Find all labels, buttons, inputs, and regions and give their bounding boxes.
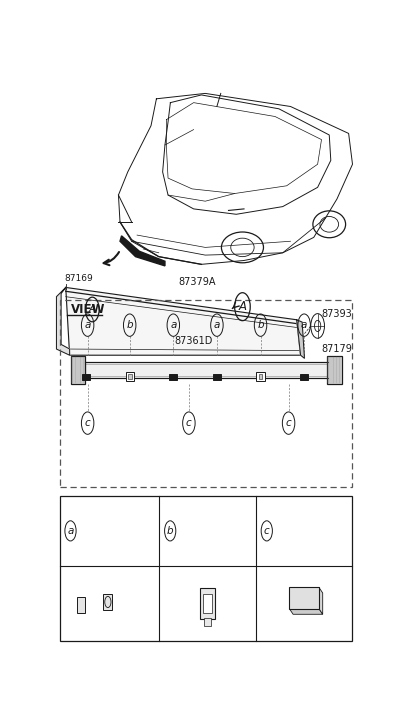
FancyBboxPatch shape <box>202 594 211 614</box>
Text: c: c <box>263 526 269 536</box>
FancyBboxPatch shape <box>258 374 262 379</box>
FancyBboxPatch shape <box>126 372 134 381</box>
FancyBboxPatch shape <box>77 598 85 613</box>
Text: b: b <box>257 320 263 330</box>
Text: 87179: 87179 <box>321 344 352 354</box>
FancyBboxPatch shape <box>59 496 352 641</box>
Polygon shape <box>120 236 164 266</box>
FancyBboxPatch shape <box>289 587 318 608</box>
FancyBboxPatch shape <box>84 361 327 378</box>
Text: 87379A: 87379A <box>178 277 216 287</box>
FancyBboxPatch shape <box>82 374 90 380</box>
Text: 87169: 87169 <box>64 273 93 283</box>
Text: A: A <box>88 305 96 315</box>
Text: b: b <box>166 526 173 536</box>
Text: 87361D: 87361D <box>174 337 212 346</box>
FancyBboxPatch shape <box>200 588 215 619</box>
Text: A: A <box>238 300 246 313</box>
Text: a: a <box>170 320 176 330</box>
Text: 85316: 85316 <box>180 526 211 536</box>
Polygon shape <box>296 320 304 358</box>
Text: 87375F: 87375F <box>96 627 128 636</box>
Text: c: c <box>186 418 191 428</box>
Text: a: a <box>300 320 307 330</box>
Text: 87393: 87393 <box>321 310 351 319</box>
FancyBboxPatch shape <box>326 356 341 384</box>
Text: a: a <box>84 320 91 330</box>
FancyBboxPatch shape <box>70 356 85 384</box>
Text: c: c <box>285 418 291 428</box>
FancyBboxPatch shape <box>128 374 131 379</box>
Text: 86414B: 86414B <box>67 570 99 579</box>
Text: VIEW: VIEW <box>70 303 105 316</box>
FancyBboxPatch shape <box>103 593 111 611</box>
Polygon shape <box>118 93 352 265</box>
Text: a: a <box>67 526 73 536</box>
Text: c: c <box>85 418 90 428</box>
Text: 87373E: 87373E <box>276 526 313 536</box>
FancyBboxPatch shape <box>204 618 210 626</box>
FancyBboxPatch shape <box>300 374 308 380</box>
Polygon shape <box>56 287 69 356</box>
Polygon shape <box>289 608 322 614</box>
Polygon shape <box>66 287 300 356</box>
Text: b: b <box>126 320 133 330</box>
FancyBboxPatch shape <box>213 374 221 380</box>
FancyBboxPatch shape <box>169 374 177 380</box>
Polygon shape <box>318 587 322 614</box>
Bar <box>59 300 352 488</box>
FancyBboxPatch shape <box>256 372 264 381</box>
Text: a: a <box>213 320 220 330</box>
